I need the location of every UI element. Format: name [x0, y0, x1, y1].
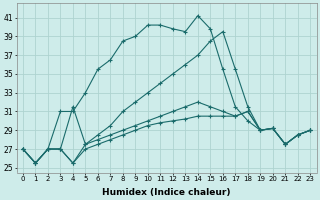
X-axis label: Humidex (Indice chaleur): Humidex (Indice chaleur) — [102, 188, 231, 197]
